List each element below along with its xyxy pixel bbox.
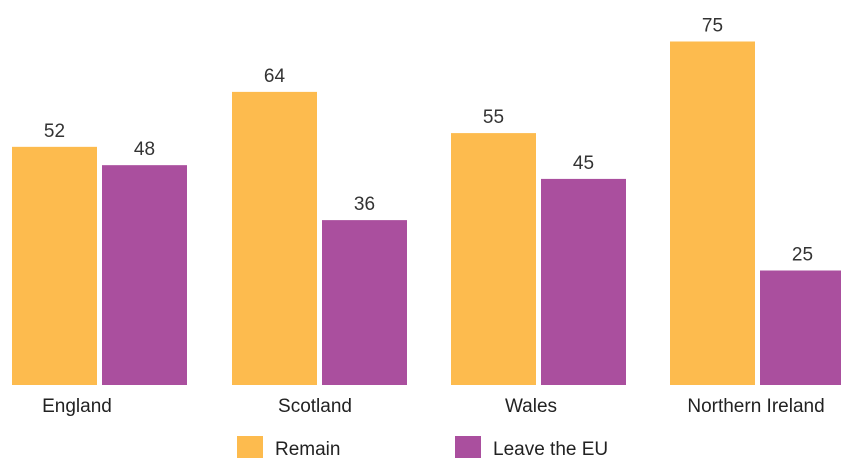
category-labels-group: England Scotland Wales Northern Ireland	[42, 396, 825, 417]
bar-northern-ireland-leave-the-eu	[760, 270, 841, 385]
value-labels-group: 52 48 64 36 55 45 75 25	[44, 16, 813, 266]
category-label-wales: Wales	[505, 396, 557, 417]
legend-label-leave-the-eu: Leave the EU	[493, 439, 608, 459]
value-label-northern-ireland-leave-the-eu: 25	[792, 245, 813, 266]
value-label-northern-ireland-remain: 75	[702, 16, 723, 37]
bar-scotland-remain	[232, 91, 317, 385]
bar-wales-remain	[451, 133, 536, 385]
bar-northern-ireland-remain	[670, 41, 755, 385]
value-label-england-remain: 52	[44, 121, 65, 142]
category-label-scotland: Scotland	[278, 396, 352, 417]
value-label-wales-leave-the-eu: 45	[573, 153, 594, 174]
legend-swatch-remain	[237, 436, 263, 458]
value-label-wales-remain: 55	[483, 107, 504, 128]
category-label-england: England	[42, 396, 112, 417]
bar-england-leave-the-eu	[102, 165, 187, 385]
bar-scotland-leave-the-eu	[322, 220, 407, 385]
bar-wales-leave-the-eu	[541, 178, 626, 385]
category-label-northern-ireland: Northern Ireland	[687, 396, 824, 417]
bars-group	[12, 41, 841, 385]
value-label-england-leave-the-eu: 48	[134, 139, 155, 160]
legend-swatch-leave-the-eu	[455, 436, 481, 458]
value-label-scotland-leave-the-eu: 36	[354, 194, 375, 215]
legend-label-remain: Remain	[275, 439, 340, 459]
value-label-scotland-remain: 64	[264, 66, 286, 87]
bar-england-remain	[12, 146, 97, 385]
legend: Remain Leave the EU	[237, 436, 608, 459]
